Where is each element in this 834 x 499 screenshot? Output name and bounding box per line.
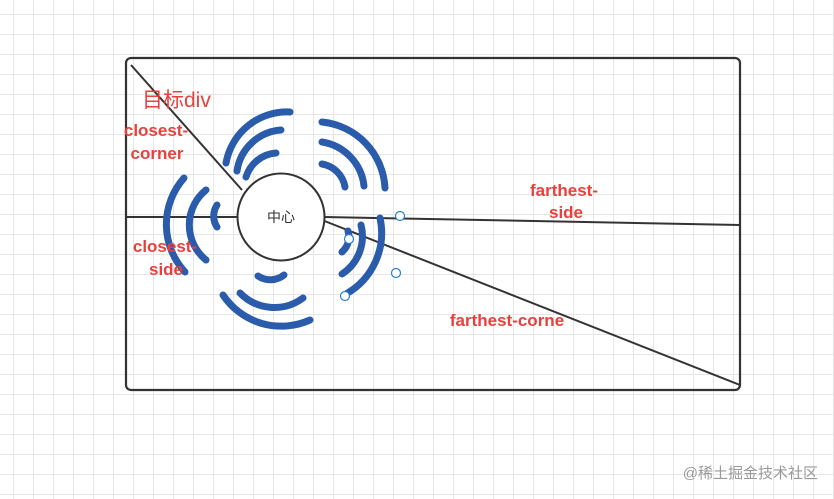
closest-side-label-line1: closest- (133, 237, 197, 256)
selection-handle[interactable] (339, 290, 351, 302)
wave-arc-upleft-outer (222, 108, 294, 167)
wave-arc-upright-inner (318, 160, 349, 191)
farthest-side-label-line2: side (549, 203, 583, 222)
wave-arc-left-inner (210, 201, 221, 231)
center-circle (236, 172, 326, 262)
selection-handle[interactable] (394, 210, 406, 222)
selection-handle[interactable] (390, 267, 402, 279)
center-label: 中心 (267, 209, 295, 225)
closest-side-label-line2: side (149, 260, 183, 279)
farthest-corner-label: farthest-corne (450, 311, 564, 330)
farthest-side-line (323, 216, 741, 226)
radial-wave-icon (338, 214, 386, 298)
farthest-corner-line (321, 219, 741, 386)
closest-corner-line (130, 64, 243, 191)
wave-arc-upleft-inner (242, 149, 280, 181)
wave-arc-upright-mid (318, 138, 368, 190)
closest-corner-label-line2: corner (131, 144, 184, 163)
radial-wave-icon (318, 118, 389, 192)
target-div-title: 目标div (142, 89, 211, 112)
farthest-side-label-line1: farthest- (530, 181, 598, 200)
wave-arc-left-outer (162, 174, 189, 276)
wave-arc-upright-outer (318, 118, 389, 192)
wave-arc-bottom-inner (254, 271, 288, 284)
wave-arc-right-mid (338, 221, 366, 278)
watermark: @稀土掘金技术社区 (683, 465, 818, 482)
radial-wave-icon (222, 108, 294, 181)
radial-wave-icon (162, 174, 221, 276)
radial-wave-icon (219, 271, 314, 330)
wave-arc-bottom-mid (236, 289, 307, 311)
wave-arc-bottom-outer (219, 291, 314, 330)
closest-corner-label-line1: closest- (124, 121, 188, 140)
wave-arc-right-outer[interactable] (342, 214, 386, 298)
wave-arc-upleft-mid (233, 126, 285, 175)
selection-handle[interactable] (343, 233, 355, 245)
wave-arc-left-mid (185, 186, 210, 264)
